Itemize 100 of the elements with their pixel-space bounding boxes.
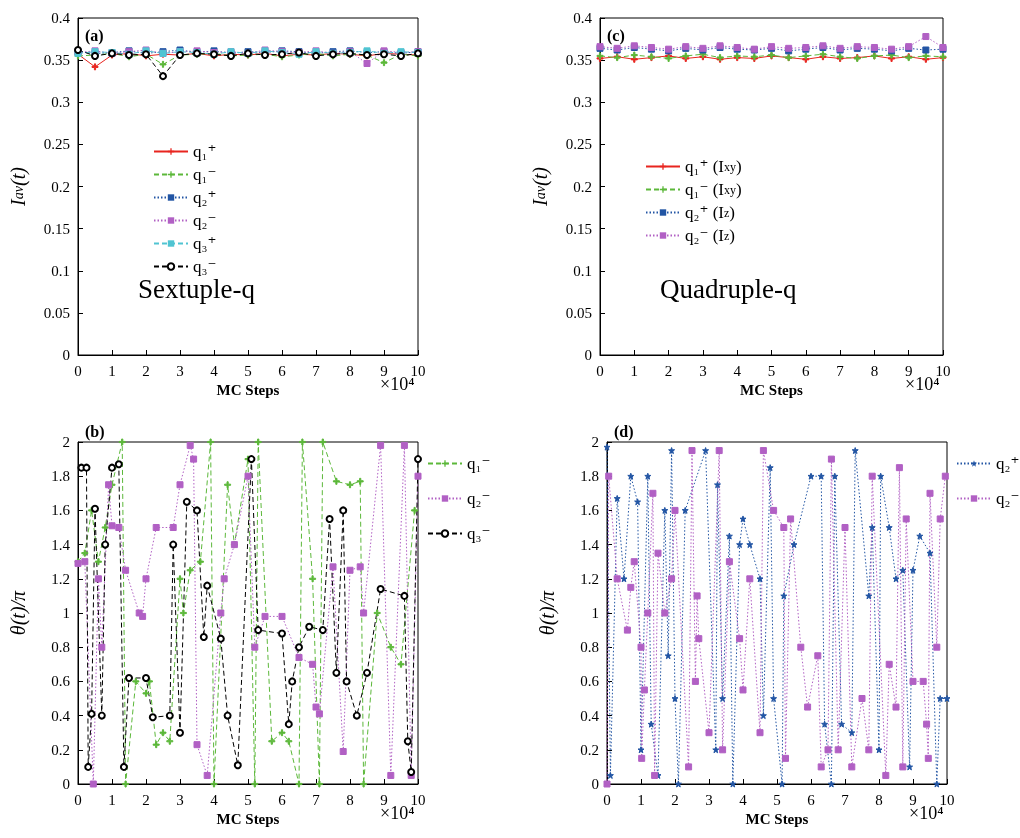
x-tick-label: 3: [176, 362, 184, 379]
y-tick-label: 0.25: [43, 136, 70, 153]
x-tick-label: 9: [909, 791, 917, 808]
x-tick-label: 10: [410, 362, 426, 379]
x-tick-label: 1: [108, 362, 116, 379]
x-tick-label: 5: [244, 791, 252, 808]
x-tick-label: 3: [176, 791, 184, 808]
y-tick-label: 0.1: [573, 262, 592, 279]
y-tick-label: 0: [62, 776, 70, 792]
x-tick-label: 1: [630, 362, 639, 379]
legend-label: q₂⁻: [193, 211, 217, 230]
chart-title: (b): [85, 422, 105, 441]
x-tick-label: 7: [836, 362, 845, 379]
x-tick-label: 5: [767, 362, 776, 379]
y-tick-label: 2: [62, 434, 70, 450]
x-tick-label: 7: [312, 791, 321, 808]
y-tick-label: 1.4: [580, 536, 600, 553]
x-tick-label: 0: [74, 791, 82, 808]
y-tick-label: 0.15: [43, 220, 70, 237]
x-tick-label: 10: [939, 791, 955, 808]
legend-label: q₁⁺: [193, 142, 217, 161]
y-tick-label: 0: [584, 347, 592, 363]
y-tick-label: 1.6: [51, 502, 71, 519]
y-tick-label: 0.8: [51, 639, 70, 656]
y-tick-label: 0: [62, 347, 70, 363]
legend-label: q₂⁺ (Iz): [685, 203, 735, 222]
x-tick-label: 6: [802, 362, 811, 379]
x-tick-label: 9: [380, 791, 388, 808]
legend-label: q₁⁺ (Ixy): [685, 157, 742, 176]
x-tick-label: 4: [210, 791, 219, 808]
x-axis-title: MC Steps: [745, 811, 809, 828]
y-tick-label: 0.6: [580, 673, 600, 690]
y-tick-label: 0.05: [565, 304, 592, 321]
x-axis-title: MC Steps: [216, 382, 280, 399]
y-tick-label: 0.35: [43, 52, 70, 69]
x-tick-label: 0: [603, 791, 611, 808]
x-tick-label: 7: [841, 791, 850, 808]
x-tick-label: 10: [410, 791, 426, 808]
legend-label: q₂⁻ (Iz): [685, 226, 735, 245]
y-tick-label: 0.3: [51, 94, 70, 111]
y-tick-label: 0.35: [565, 52, 592, 69]
y-tick-label: 1: [591, 605, 599, 621]
y-tick-label: 0.15: [565, 220, 592, 237]
legend-label: q₁⁻ (Ixy): [685, 180, 742, 199]
chart-title: (d): [614, 422, 634, 441]
x-tick-label: 2: [664, 362, 673, 379]
legend-label: q₂⁻: [996, 489, 1020, 508]
annotation: Quadruple-q: [660, 273, 797, 304]
legend-label: q₂⁺: [996, 454, 1020, 473]
x-tick-label: 8: [875, 791, 883, 808]
x-tick-label: 6: [807, 791, 816, 808]
x-tick-label: 0: [74, 362, 82, 379]
x-tick-label: 5: [244, 362, 252, 379]
y-tick-label: 1.2: [580, 570, 599, 587]
y-tick-label: 0.4: [580, 707, 600, 724]
y-tick-label: 0.2: [580, 741, 599, 758]
legend-label: q₁⁻: [467, 454, 491, 473]
legend-label: q₃⁻: [467, 524, 491, 543]
y-tick-label: 1: [62, 605, 70, 621]
y-tick-label: 0.3: [573, 94, 592, 111]
x-tick-label: 10: [935, 362, 951, 379]
x-tick-label: 7: [312, 362, 321, 379]
x-tick-label: 9: [904, 362, 913, 379]
x-tick-label: 2: [671, 791, 679, 808]
legend-label: q₂⁺: [193, 188, 217, 207]
x-tick-label: 8: [346, 362, 354, 379]
x-tick-label: 9: [380, 362, 388, 379]
y-tick-label: 1.8: [580, 468, 599, 485]
x-tick-label: 2: [142, 791, 150, 808]
y-tick-label: 1.4: [51, 536, 71, 553]
y-tick-label: 1.8: [51, 468, 70, 485]
y-tick-label: 0.1: [51, 262, 70, 279]
y-axis-title: θ(t)/π: [536, 589, 559, 636]
y-tick-label: 0.2: [51, 178, 70, 195]
y-tick-label: 0.4: [51, 707, 71, 724]
x-tick-label: 2: [142, 362, 150, 379]
y-tick-label: 0.6: [51, 673, 71, 690]
x-tick-label: 1: [108, 791, 116, 808]
y-tick-label: 0.05: [43, 304, 70, 321]
legend-label: q₃⁺: [193, 234, 217, 253]
x-tick-label: 3: [705, 791, 713, 808]
x-tick-label: 1: [637, 791, 645, 808]
y-tick-label: 2: [591, 434, 599, 450]
y-tick-label: 0.4: [51, 10, 71, 26]
x-tick-label: 8: [346, 791, 354, 808]
y-axis-title: θ(t)/π: [7, 589, 30, 636]
y-tick-label: 0.25: [565, 136, 592, 153]
y-tick-label: 1.6: [580, 502, 600, 519]
y-tick-label: 0: [591, 776, 599, 792]
x-axis-title: MC Steps: [216, 811, 280, 828]
y-tick-label: 0.8: [580, 639, 599, 656]
x-tick-label: 6: [278, 362, 287, 379]
y-axis-title: Iav(t): [7, 166, 30, 207]
x-tick-label: 4: [210, 362, 219, 379]
x-tick-label: 5: [773, 791, 781, 808]
x-tick-label: 8: [870, 362, 879, 379]
y-tick-label: 0.2: [51, 741, 70, 758]
y-tick-label: 0.2: [573, 178, 592, 195]
x-tick-label: 4: [739, 791, 748, 808]
y-axis-title: Iav(t): [529, 166, 552, 207]
